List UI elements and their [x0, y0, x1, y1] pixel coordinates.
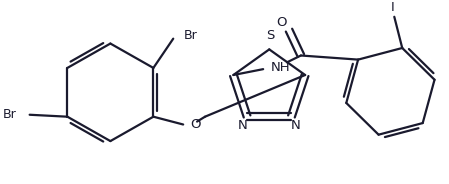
- Text: NH: NH: [271, 61, 291, 74]
- Text: N: N: [291, 119, 300, 132]
- Text: O: O: [190, 118, 201, 131]
- Text: O: O: [276, 16, 286, 29]
- Text: S: S: [266, 29, 274, 42]
- Text: I: I: [391, 1, 394, 14]
- Text: Br: Br: [184, 29, 198, 42]
- Text: Br: Br: [3, 108, 17, 121]
- Text: N: N: [238, 119, 248, 132]
